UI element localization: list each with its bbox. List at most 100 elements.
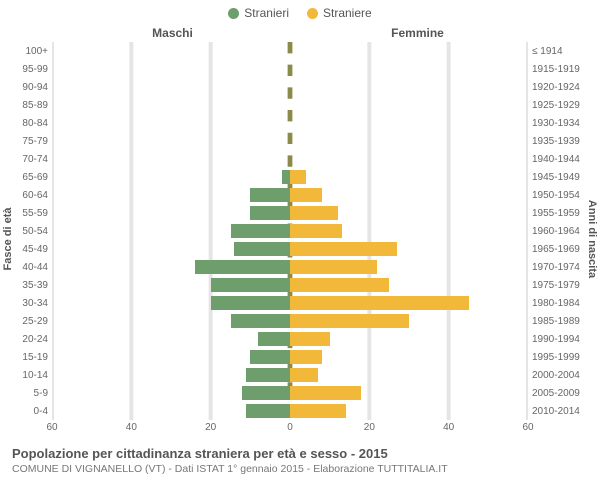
- pyramid-row: 35-391975-1979: [52, 276, 528, 294]
- birth-year-label: 2005-2009: [532, 388, 590, 399]
- bar-male: [231, 224, 291, 237]
- age-label: 70-74: [8, 154, 48, 165]
- bar-female: [290, 206, 338, 219]
- birth-year-label: 1950-1954: [532, 190, 590, 201]
- birth-year-label: 2010-2014: [532, 406, 590, 417]
- bar-male: [246, 368, 290, 381]
- birth-year-label: 1975-1979: [532, 280, 590, 291]
- bar-female: [290, 188, 322, 201]
- pyramid-row: 10-142000-2004: [52, 366, 528, 384]
- birth-year-label: 1965-1969: [532, 244, 590, 255]
- bar-male: [282, 170, 290, 183]
- birth-year-label: ≤ 1914: [532, 46, 590, 57]
- bar-female: [290, 332, 330, 345]
- bar-female: [290, 242, 397, 255]
- birth-year-label: 1915-1919: [532, 64, 590, 75]
- x-tick: 20: [205, 422, 216, 433]
- bar-female: [290, 296, 469, 309]
- bar-female: [290, 224, 342, 237]
- bar-female: [290, 368, 318, 381]
- bar-male: [211, 296, 290, 309]
- legend-label-male: Stranieri: [244, 6, 289, 20]
- birth-year-label: 1940-1944: [532, 154, 590, 165]
- birth-year-label: 1995-1999: [532, 352, 590, 363]
- footer-subtitle: COMUNE DI VIGNANELLO (VT) - Dati ISTAT 1…: [12, 463, 588, 475]
- pyramid-row: 65-691945-1949: [52, 168, 528, 186]
- age-label: 45-49: [8, 244, 48, 255]
- age-label: 40-44: [8, 262, 48, 273]
- birth-year-label: 1960-1964: [532, 226, 590, 237]
- header-female: Femmine: [295, 26, 600, 40]
- legend-swatch-female: [307, 8, 318, 19]
- pyramid-row: 5-92005-2009: [52, 384, 528, 402]
- age-label: 75-79: [8, 136, 48, 147]
- pyramid-row: 75-791935-1939: [52, 132, 528, 150]
- pyramid-row: 100+≤ 1914: [52, 42, 528, 60]
- age-label: 60-64: [8, 190, 48, 201]
- pyramid-row: 50-541960-1964: [52, 222, 528, 240]
- bar-male: [250, 350, 290, 363]
- age-label: 95-99: [8, 64, 48, 75]
- birth-year-label: 1945-1949: [532, 172, 590, 183]
- birth-year-label: 1970-1974: [532, 262, 590, 273]
- x-tick: 60: [522, 422, 533, 433]
- pyramid-row: 60-641950-1954: [52, 186, 528, 204]
- age-label: 85-89: [8, 100, 48, 111]
- bar-male: [234, 242, 290, 255]
- bar-female: [290, 386, 361, 399]
- column-headers: Maschi Femmine: [0, 26, 600, 40]
- legend-label-female: Straniere: [323, 6, 372, 20]
- bar-male: [211, 278, 290, 291]
- bar-male: [231, 314, 291, 327]
- pyramid-row: 20-241990-1994: [52, 330, 528, 348]
- age-label: 35-39: [8, 280, 48, 291]
- bar-male: [250, 188, 290, 201]
- x-tick: 20: [364, 422, 375, 433]
- age-label: 80-84: [8, 118, 48, 129]
- bar-female: [290, 404, 346, 417]
- pyramid-row: 30-341980-1984: [52, 294, 528, 312]
- footer: Popolazione per cittadinanza straniera p…: [12, 446, 588, 475]
- rows-container: 100+≤ 191495-991915-191990-941920-192485…: [52, 42, 528, 420]
- footer-title: Popolazione per cittadinanza straniera p…: [12, 446, 588, 461]
- x-axis: 6040200204060: [52, 422, 528, 436]
- legend-swatch-male: [228, 8, 239, 19]
- legend-item-male: Stranieri: [228, 6, 289, 20]
- bar-male: [242, 386, 290, 399]
- bar-female: [290, 314, 409, 327]
- age-label: 10-14: [8, 370, 48, 381]
- chart: Fasce di età Anni di nascita 100+≤ 19149…: [0, 42, 600, 436]
- age-label: 25-29: [8, 316, 48, 327]
- pyramid-row: 25-291985-1989: [52, 312, 528, 330]
- age-label: 50-54: [8, 226, 48, 237]
- x-tick: 40: [126, 422, 137, 433]
- age-label: 20-24: [8, 334, 48, 345]
- pyramid-row: 70-741940-1944: [52, 150, 528, 168]
- age-label: 55-59: [8, 208, 48, 219]
- pyramid-row: 95-991915-1919: [52, 60, 528, 78]
- x-tick: 0: [287, 422, 293, 433]
- pyramid-row: 85-891925-1929: [52, 96, 528, 114]
- pyramid-row: 80-841930-1934: [52, 114, 528, 132]
- age-label: 65-69: [8, 172, 48, 183]
- x-tick: 60: [46, 422, 57, 433]
- birth-year-label: 1980-1984: [532, 298, 590, 309]
- bar-male: [195, 260, 290, 273]
- birth-year-label: 1920-1924: [532, 82, 590, 93]
- birth-year-label: 1925-1929: [532, 100, 590, 111]
- pyramid-row: 0-42010-2014: [52, 402, 528, 420]
- pyramid-row: 45-491965-1969: [52, 240, 528, 258]
- legend-item-female: Straniere: [307, 6, 372, 20]
- birth-year-label: 1985-1989: [532, 316, 590, 327]
- age-label: 15-19: [8, 352, 48, 363]
- legend: Stranieri Straniere: [0, 0, 600, 20]
- pyramid-row: 55-591955-1959: [52, 204, 528, 222]
- pyramid-row: 40-441970-1974: [52, 258, 528, 276]
- plot-area: 100+≤ 191495-991915-191990-941920-192485…: [52, 42, 528, 420]
- birth-year-label: 1990-1994: [532, 334, 590, 345]
- x-tick: 40: [443, 422, 454, 433]
- bar-female: [290, 170, 306, 183]
- birth-year-label: 1930-1934: [532, 118, 590, 129]
- birth-year-label: 1955-1959: [532, 208, 590, 219]
- age-label: 5-9: [8, 388, 48, 399]
